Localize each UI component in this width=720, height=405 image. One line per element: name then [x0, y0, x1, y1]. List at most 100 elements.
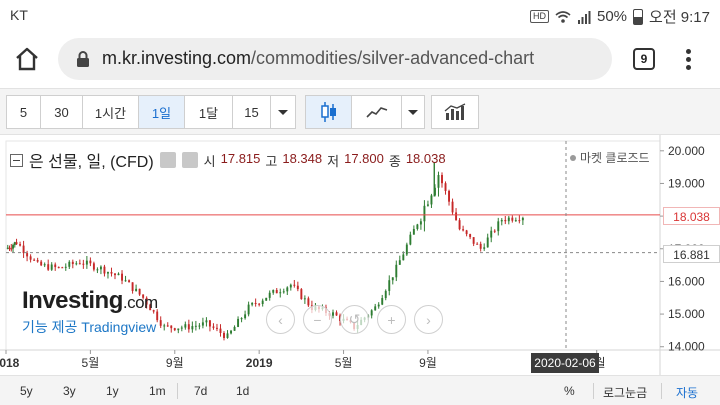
interval-4-button[interactable]: 1달 [185, 96, 233, 128]
candle-body [289, 284, 292, 288]
x-tick-label: 9월 [419, 356, 437, 370]
range-7d-button[interactable]: 7d [194, 384, 208, 398]
browser-toolbar: m.kr.investing.com/commodities/silver-ad… [0, 30, 720, 88]
line-chart-button[interactable] [352, 96, 402, 128]
candle-body [490, 230, 493, 238]
interval-1-button[interactable]: 30 [41, 96, 83, 128]
candle-body [71, 261, 74, 265]
investing-logo: Investing.com [22, 287, 158, 314]
candle-body [486, 237, 489, 248]
zoom-out-icon[interactable]: − [303, 305, 332, 334]
eye-icon[interactable] [159, 152, 176, 168]
candle-body [377, 304, 380, 307]
last-price-tag: 18.038 [663, 207, 720, 225]
candle-body [247, 304, 250, 315]
range-5y-button[interactable]: 5y [20, 384, 33, 398]
more-menu-icon[interactable] [680, 46, 696, 74]
lock-icon [77, 51, 89, 67]
candle-body [57, 267, 60, 269]
candle-body [89, 260, 92, 264]
candle-body [444, 183, 447, 191]
candle-body [149, 304, 152, 311]
candle-body [409, 234, 412, 245]
candle-body [268, 292, 271, 298]
candle-body [212, 326, 215, 328]
candle-body [6, 247, 9, 249]
candle-body [303, 298, 306, 300]
chart-type-dropdown[interactable] [402, 96, 424, 128]
candle-body [272, 289, 275, 293]
candle-body [419, 221, 422, 225]
candle-body [332, 312, 334, 316]
range-1y-button[interactable]: 1y [106, 384, 119, 398]
candle-body [391, 277, 394, 281]
chart-legend: 은 선물, 일, (CFD) 시 17.815 고 18.348 저 17.800 종… [10, 148, 446, 172]
zoom-in-icon[interactable]: + [377, 305, 406, 334]
interval-dropdown[interactable] [271, 96, 295, 128]
indicators-button[interactable] [432, 96, 478, 128]
interval-5-button[interactable]: 15 [233, 96, 271, 128]
price-chart[interactable]: 20.00019.00018.00017.00016.00015.00014.0… [0, 135, 720, 375]
y-tick-label: 19.000 [668, 176, 705, 190]
log-scale-toggle[interactable]: 로그눈금 [603, 386, 648, 400]
candle-body [493, 230, 496, 232]
open-label: 시 [203, 153, 216, 169]
tradingview-credit: 기능 제공 Tradingview [22, 319, 157, 335]
y-tick-label: 14.000 [668, 340, 705, 354]
home-icon[interactable] [14, 46, 40, 72]
candle-body [462, 229, 465, 231]
address-bar[interactable]: m.kr.investing.com/commodities/silver-ad… [58, 38, 612, 80]
carrier-label: KT [10, 7, 28, 23]
settings-icon[interactable] [181, 152, 198, 168]
candle-body [300, 289, 303, 300]
legend-collapse-icon[interactable] [10, 153, 23, 167]
range-3y-button[interactable]: 3y [63, 384, 76, 398]
close-value: 18.038 [405, 150, 446, 166]
candle-body [405, 244, 408, 255]
tab-switcher-button[interactable]: 9 [633, 48, 655, 70]
divider [177, 383, 178, 399]
scroll-left-icon[interactable]: ‹ [266, 305, 295, 334]
candle-body [216, 327, 218, 329]
candle-body [296, 285, 299, 290]
candle-body [99, 266, 102, 270]
market-status-label: 마켓 클로즈드 [580, 151, 650, 165]
candle-body [205, 320, 208, 323]
candlestick-chart[interactable]: 20.00019.00018.00017.00016.00015.00014.0… [0, 135, 720, 375]
candle-body [114, 273, 116, 276]
reset-icon[interactable]: ↺ [340, 305, 369, 334]
range-1m-button[interactable]: 1m [149, 384, 166, 398]
low-label: 저 [327, 153, 340, 169]
scroll-right-icon[interactable]: › [414, 305, 443, 334]
candle-body [483, 247, 486, 249]
candle-body [504, 219, 507, 222]
status-icons: HD 50% 오전 9:17 [530, 6, 710, 27]
candle-body [92, 263, 95, 270]
x-tick-label: 9월 [166, 356, 184, 370]
candle-body [36, 260, 39, 262]
auto-scale-toggle[interactable]: 자동 [676, 386, 699, 400]
interval-3-button[interactable]: 1일 [139, 96, 185, 128]
high-value: 18.348 [282, 150, 323, 166]
candle-body [279, 292, 282, 294]
candle-body [412, 228, 415, 235]
y-tick-label: 15.000 [668, 307, 705, 321]
candle-body [370, 310, 373, 316]
candle-body [170, 325, 173, 329]
candlestick-button[interactable] [306, 96, 352, 128]
candle-body [152, 310, 155, 312]
candle-body [15, 242, 18, 245]
percent-scale-toggle[interactable]: % [564, 384, 575, 398]
candle-body [282, 291, 285, 293]
candle-body [518, 220, 521, 222]
open-value: 17.815 [220, 150, 261, 166]
candle-body [465, 230, 468, 235]
candle-body [47, 264, 50, 270]
interval-0-button[interactable]: 5 [7, 96, 41, 128]
interval-2-button[interactable]: 1시간 [83, 96, 139, 128]
candle-body [307, 298, 310, 306]
ohlc-values: 시 17.815 고 18.348 저 17.800 종 18.038 [204, 151, 446, 170]
range-1d-button[interactable]: 1d [236, 384, 250, 398]
candle-body [469, 234, 472, 238]
candle-body [230, 330, 232, 334]
